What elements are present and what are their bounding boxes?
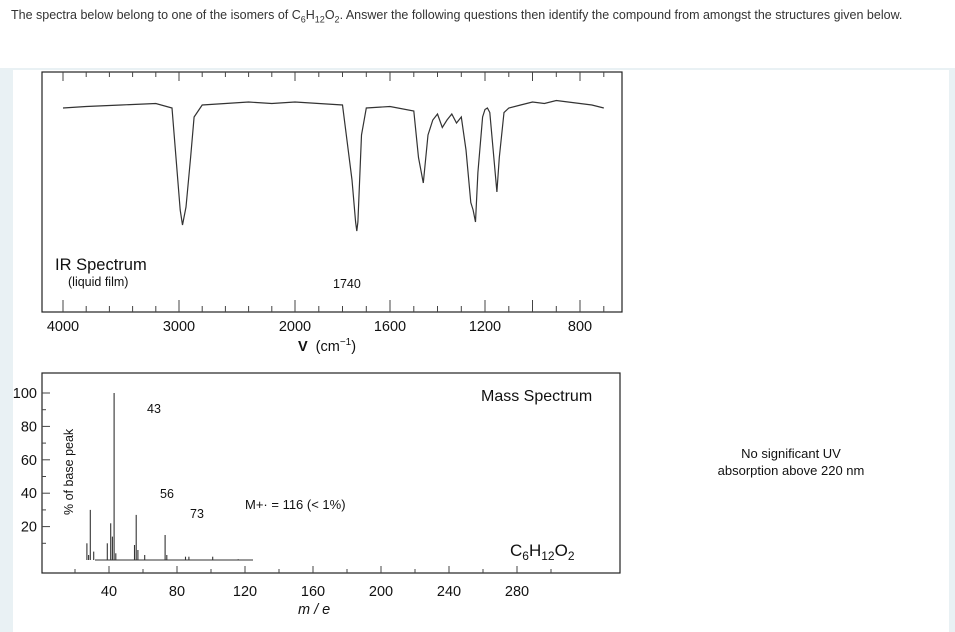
ir-x-axis-label: V (cm−1) [298,337,356,355]
ir-x-tick-label: 1600 [374,319,406,335]
uv-note-line-1: No significant UV [741,446,841,461]
ir-plot-frame [41,71,623,313]
formula-subscript-c: 6 [300,14,306,25]
ms-formula-n1: 6 [522,549,529,563]
ms-formula-n3: 2 [568,549,575,563]
ms-molecular-ion-label: M+· = 116 (< 1%) [245,497,346,512]
ms-peak-label-73: 73 [190,507,204,521]
ir-x-axis-unit: (cm [316,339,340,355]
ms-y-tick-label: 100 [13,386,37,402]
ir-x-tick-label: 800 [568,319,592,335]
ir-x-tick-labels: 4000 3000 2000 1600 1200 800 [47,319,592,335]
ms-x-tick-label: 280 [505,584,529,600]
ms-formula: C6H12O2 [510,541,575,563]
ms-x-tick-label: 200 [369,584,393,600]
ir-spectrum-trace [62,99,604,232]
formula-subscript-o: 2 [334,14,340,25]
ms-y-tick-labels: 20 40 60 80 100 [13,386,37,536]
ir-x-axis-exponent: −1 [340,337,352,348]
ms-tick-marks [42,392,552,573]
ms-x-tick-label: 40 [101,584,117,600]
ms-formula-c: C [510,541,522,560]
ms-x-tick-labels: 40 80 120 160 200 240 280 [101,584,529,600]
question-text: The spectra below belong to one of the i… [11,6,941,25]
ms-peak-label-43: 43 [147,402,161,416]
question-part-2: . Answer the following questions then id… [339,8,903,22]
ms-x-tick-label: 80 [169,584,185,600]
ms-title: Mass Spectrum [481,388,592,405]
ir-tick-marks [62,72,605,312]
ir-title: IR Spectrum [55,256,147,274]
ms-y-tick-label: 20 [21,520,37,536]
ms-x-tick-label: 240 [437,584,461,600]
formula-subscript-h: 12 [314,14,325,25]
uv-note-line-2: absorption above 220 nm [718,463,865,478]
ms-formula-h: H [529,541,541,560]
figure-card [13,70,949,632]
formula-o: O [324,8,335,22]
ms-x-axis-label: m / e [298,602,330,618]
ms-peak-bars [86,393,239,560]
ir-x-axis-close: ) [351,339,356,355]
ms-x-tick-label: 160 [301,584,325,600]
question-part-1: The spectra below belong to one of the i… [11,8,301,22]
formula-h: H [305,8,315,22]
ms-y-tick-label: 40 [21,486,37,502]
ms-peak-label-56: 56 [160,487,174,501]
ms-formula-o: O [555,541,568,560]
ms-y-axis-label: % of base peak [62,428,76,515]
ir-x-tick-label: 1200 [469,319,501,335]
ir-x-tick-label: 2000 [279,319,311,335]
ms-x-tick-label: 120 [233,584,257,600]
ms-y-tick-label: 80 [21,419,37,435]
ir-peak-label-1740: 1740 [333,277,361,291]
ir-x-tick-label: 3000 [163,319,195,335]
ms-formula-n2: 12 [541,549,555,563]
ir-x-tick-label: 4000 [47,319,79,335]
ms-plot-frame [41,372,621,574]
ir-subtitle: (liquid film) [68,275,128,289]
ir-x-axis-nu: V [298,339,308,355]
ms-y-tick-label: 60 [21,453,37,469]
